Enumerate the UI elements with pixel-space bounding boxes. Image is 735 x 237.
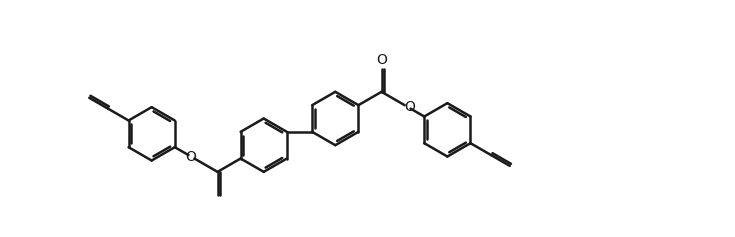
Text: O: O xyxy=(185,150,196,164)
Text: O: O xyxy=(376,53,387,67)
Text: O: O xyxy=(404,100,415,114)
